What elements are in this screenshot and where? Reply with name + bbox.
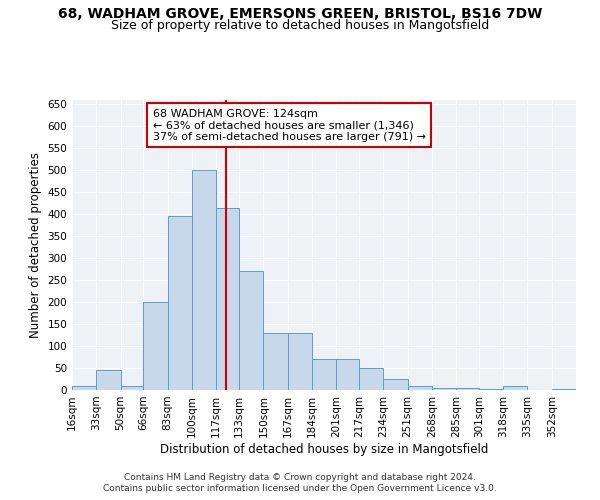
Bar [239,272,263,390]
Bar [552,389,576,390]
Bar [121,386,143,390]
Bar [359,368,383,390]
Bar [479,389,503,390]
Bar [383,379,407,390]
Bar [503,386,527,390]
Bar [336,359,359,390]
Bar [263,333,287,390]
Text: 68, WADHAM GROVE, EMERSONS GREEN, BRISTOL, BS16 7DW: 68, WADHAM GROVE, EMERSONS GREEN, BRISTO… [58,8,542,22]
Text: Distribution of detached houses by size in Mangotsfield: Distribution of detached houses by size … [160,442,488,456]
Text: Contains HM Land Registry data © Crown copyright and database right 2024.: Contains HM Land Registry data © Crown c… [124,472,476,482]
Bar [72,386,96,390]
Text: Contains public sector information licensed under the Open Government Licence v3: Contains public sector information licen… [103,484,497,493]
Bar [167,216,192,390]
Text: 68 WADHAM GROVE: 124sqm
← 63% of detached houses are smaller (1,346)
37% of semi: 68 WADHAM GROVE: 124sqm ← 63% of detache… [152,108,425,142]
Bar [432,388,456,390]
Text: Size of property relative to detached houses in Mangotsfield: Size of property relative to detached ho… [111,19,489,32]
Bar [312,359,336,390]
Y-axis label: Number of detached properties: Number of detached properties [29,152,42,338]
Bar [456,388,479,390]
Bar [287,333,312,390]
Bar [192,170,216,390]
Bar [216,208,239,390]
Bar [407,386,432,390]
Bar [143,302,167,390]
Bar [96,370,121,390]
